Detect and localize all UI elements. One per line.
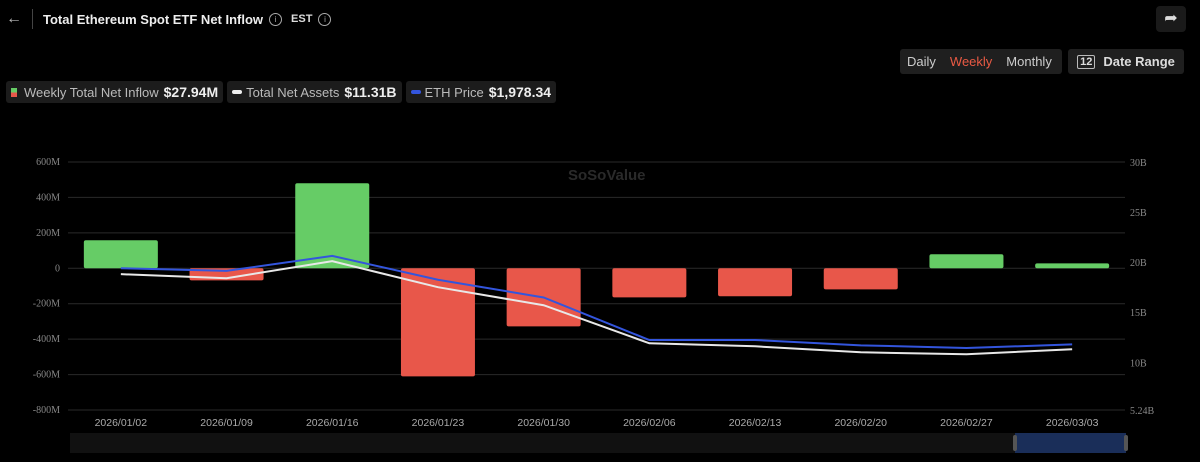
period-monthly[interactable]: Monthly [1006, 54, 1052, 69]
left-axis-tick: 400M [36, 192, 60, 203]
legend-label: Total Net Assets [246, 84, 340, 100]
right-axis-tick: 30B [1130, 158, 1147, 169]
page-title: Total Ethereum Spot ETF Net Inflow [43, 11, 264, 27]
legend-value: $11.31B [344, 84, 397, 100]
period-daily[interactable]: Daily [907, 54, 936, 69]
inflow-bar [823, 268, 898, 290]
period-selector: Daily Weekly Monthly [900, 49, 1062, 74]
legend-label: ETH Price [424, 84, 484, 100]
timezone-label: EST [291, 13, 313, 25]
watermark: SoSoValue [568, 167, 646, 184]
left-axis-tick: 0 [55, 263, 60, 274]
x-axis-tick: 2026/01/02 [95, 417, 148, 429]
right-axis-tick: 20B [1130, 258, 1147, 269]
inflow-bar [612, 268, 687, 298]
inflow-bar [83, 240, 158, 269]
legend-net-assets[interactable]: Total Net Assets $11.31B [227, 81, 402, 103]
x-axis-tick: 2026/01/23 [412, 417, 465, 429]
inflow-bar [400, 268, 475, 377]
date-range-button[interactable]: 12 Date Range [1068, 49, 1184, 74]
x-axis-tick: 2026/02/13 [729, 417, 782, 429]
x-axis-tick: 2026/02/27 [940, 417, 993, 429]
navigator[interactable] [70, 433, 1128, 453]
navigator-handle-right[interactable] [1124, 435, 1128, 451]
x-axis-tick: 2026/02/06 [623, 417, 676, 429]
inflow-bar [295, 183, 370, 269]
divider [32, 9, 33, 29]
info-icon[interactable]: i [318, 12, 332, 26]
right-axis-tick: 10B [1130, 358, 1147, 369]
line-swatch-icon [232, 90, 243, 94]
eth-price-line [120, 254, 1073, 350]
x-axis-tick: 2026/03/03 [1046, 417, 1099, 429]
header: ← Total Ethereum Spot ETF Net Inflow i E… [0, 0, 1200, 38]
calendar-icon: 12 [1077, 54, 1096, 69]
left-axis-tick: -800M [33, 405, 60, 416]
legend-label: Weekly Total Net Inflow [24, 84, 159, 100]
period-weekly[interactable]: Weekly [949, 54, 993, 69]
x-axis-tick: 2026/01/09 [200, 417, 253, 429]
left-axis-tick: 200M [36, 228, 60, 239]
legend-eth-price[interactable]: ETH Price $1,978.34 [405, 81, 557, 103]
inflow-bar [1035, 263, 1110, 269]
left-axis-tick: -200M [33, 299, 60, 310]
legend-net-inflow[interactable]: Weekly Total Net Inflow $27.94M [6, 81, 224, 103]
left-axis-tick: -600M [33, 370, 60, 381]
net-assets-line [120, 260, 1073, 356]
right-axis-tick: 15B [1130, 308, 1147, 319]
arrow-left-icon[interactable]: ← [6, 10, 22, 27]
legend-value: $27.94M [163, 84, 219, 100]
navigator-handle-left[interactable] [1013, 435, 1017, 451]
navigator-selection[interactable] [1015, 433, 1126, 453]
legend-value: $1,978.34 [488, 84, 552, 100]
x-axis-tick: 2026/02/20 [834, 417, 887, 429]
right-axis-tick: 25B [1130, 208, 1147, 219]
x-axis-tick: 2026/01/16 [306, 417, 359, 429]
share-icon[interactable]: ➦ [1156, 6, 1186, 32]
left-axis-tick: -400M [33, 334, 60, 345]
legend: Weekly Total Net Inflow $27.94M Total Net… [6, 81, 557, 103]
x-axis-tick: 2026/01/30 [517, 417, 570, 429]
date-range-label: Date Range [1103, 54, 1175, 69]
left-axis-tick: 600M [36, 157, 60, 168]
inflow-bar [718, 268, 793, 297]
right-axis-tick: 5.24B [1130, 406, 1155, 417]
line-swatch-icon [410, 90, 421, 94]
inflow-bar [929, 254, 1004, 269]
info-icon[interactable]: i [269, 12, 283, 26]
bar-swatch-icon [11, 87, 17, 97]
